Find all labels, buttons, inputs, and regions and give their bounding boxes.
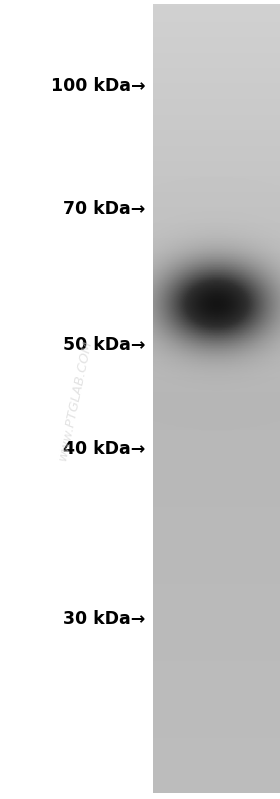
Text: 100 kDa→: 100 kDa→ bbox=[51, 78, 146, 95]
Text: 30 kDa→: 30 kDa→ bbox=[63, 610, 146, 628]
Text: 40 kDa→: 40 kDa→ bbox=[63, 440, 146, 458]
Text: www.PTGLAB.COM: www.PTGLAB.COM bbox=[57, 338, 95, 461]
Text: 50 kDa→: 50 kDa→ bbox=[63, 336, 146, 354]
Text: 70 kDa→: 70 kDa→ bbox=[63, 201, 146, 218]
